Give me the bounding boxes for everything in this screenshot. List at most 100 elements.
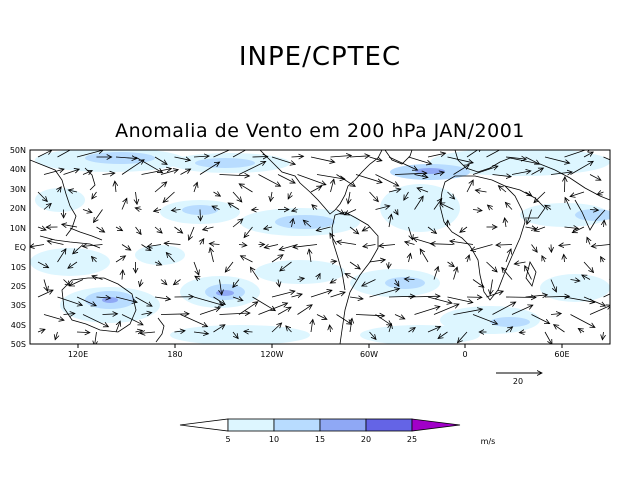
wind-vector [252, 157, 268, 158]
colorbar-tick: 5 [225, 435, 230, 444]
wind-vector [609, 209, 610, 211]
wind-vector [180, 169, 191, 175]
wind-vector [505, 157, 526, 159]
wind-vector [193, 332, 208, 334]
wind-vector [213, 325, 225, 333]
wind-vector [193, 156, 209, 157]
wind-vector [278, 279, 280, 287]
wind-vector [570, 280, 580, 282]
wind-vector [180, 314, 208, 327]
wind-vector [490, 279, 492, 295]
wind-vector [96, 226, 105, 232]
wind-vector [609, 278, 610, 280]
wind-vector [355, 315, 385, 316]
wind-vector [379, 245, 396, 247]
lat-label: 20N [10, 204, 26, 213]
wind-vector [389, 214, 391, 228]
wind-vector [135, 226, 142, 234]
wind-vector [369, 191, 379, 202]
wind-vector [525, 266, 532, 280]
wind-vector [270, 191, 272, 201]
wind-vector [330, 233, 337, 245]
wind-vector [225, 261, 234, 272]
wind-vector [244, 331, 253, 332]
wind-vector [609, 314, 610, 316]
wind-vector [544, 331, 552, 344]
wind-vector [47, 241, 64, 245]
wind-vector [291, 156, 304, 157]
wind-vector [232, 331, 238, 339]
wind-vector [291, 294, 303, 297]
colorbar-units: m/s [481, 437, 496, 446]
lat-label: 10N [10, 224, 26, 233]
reference-vector-label: 20 [513, 377, 523, 386]
wind-vector [447, 156, 474, 163]
wind-vector [174, 226, 183, 233]
wind-vector [511, 171, 531, 175]
wind-vector [96, 297, 111, 298]
wind-vector [73, 244, 84, 254]
wind-vector [589, 210, 598, 211]
wind-vector [232, 150, 247, 158]
wind-vector [238, 245, 247, 246]
wind-vector [232, 191, 242, 202]
wind-vector [219, 313, 250, 315]
wind-vector [37, 227, 46, 230]
wind-vector [582, 275, 591, 280]
lon-axis: 120E 180 120W 60W 0 60E [68, 350, 570, 359]
wind-vector [460, 226, 468, 232]
wind-vector [466, 150, 482, 158]
wind-vector [292, 210, 298, 212]
wind-vector [292, 219, 294, 228]
wind-vector [160, 314, 189, 315]
wind-vector [135, 296, 153, 306]
wind-vector [330, 292, 346, 298]
wind-vector [408, 328, 416, 332]
wind-vector [531, 168, 544, 175]
wind-vector [163, 191, 175, 202]
wind-vector [472, 166, 498, 175]
wind-vector [280, 261, 292, 271]
wind-vector [505, 218, 506, 228]
wind-vector [209, 244, 220, 245]
wind-vector [564, 150, 592, 158]
wind-vector [37, 290, 53, 298]
wind-vector [475, 190, 487, 192]
wind-vector [570, 314, 595, 328]
colorbar-segment-1 [227, 418, 275, 432]
wind-vector [570, 191, 585, 197]
lat-label: 30N [10, 185, 26, 194]
wind-vector [37, 150, 52, 158]
wind-vector [550, 279, 556, 292]
wind-vector [369, 331, 377, 339]
wind-vector [433, 304, 459, 315]
wind-vector [241, 256, 253, 263]
wind-vector [496, 245, 513, 246]
wind-vector [76, 332, 90, 333]
wind-vector [316, 314, 327, 320]
wind-vector [394, 314, 405, 319]
wind-vector [344, 209, 357, 215]
wind-vector [330, 261, 337, 262]
wind-vector [550, 314, 561, 315]
wind-vector [565, 198, 571, 210]
colorbar-segment-4 [365, 418, 413, 432]
wind-vector [57, 249, 66, 263]
wind-vector [166, 253, 175, 263]
wind-vector [238, 161, 266, 175]
wind-vector [244, 226, 253, 238]
wind-vector [172, 210, 181, 211]
wind-vector [349, 261, 360, 269]
wind-vector [472, 279, 484, 288]
wind-vector [115, 181, 116, 193]
lat-label: 20S [11, 282, 26, 291]
wind-vector [271, 291, 295, 298]
wind-vector [258, 174, 281, 187]
wind-vector [388, 189, 401, 192]
wind-vector [311, 320, 313, 333]
wind-vector [174, 279, 181, 285]
wind-vector [427, 153, 446, 158]
wind-vector [330, 156, 352, 158]
wind-vector [472, 314, 498, 325]
wind-vector [43, 169, 64, 175]
